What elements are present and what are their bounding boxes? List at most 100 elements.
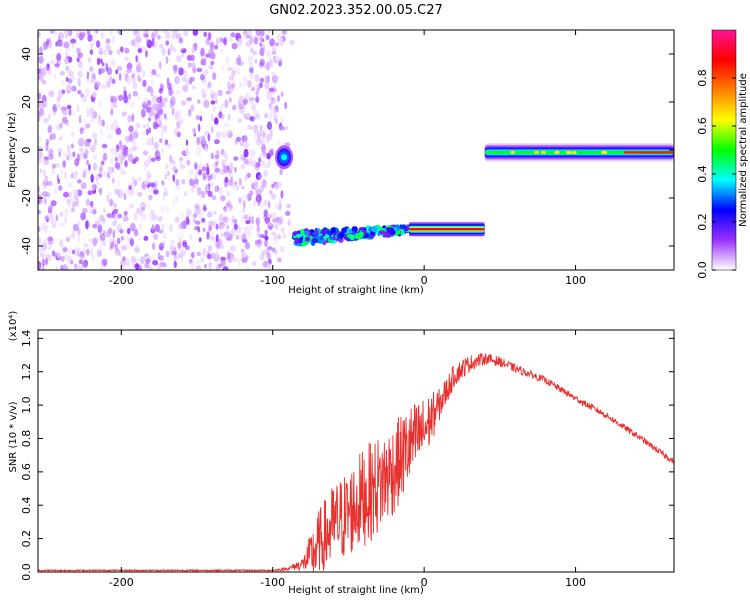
noise-dot xyxy=(266,75,270,83)
noise-dot xyxy=(148,117,152,122)
noise-dot xyxy=(45,192,51,198)
noise-dot xyxy=(154,180,159,189)
noise-dot xyxy=(207,81,212,88)
noise-dot xyxy=(253,132,258,140)
noise-dot xyxy=(96,40,101,48)
noise-dot xyxy=(158,87,163,94)
noise-dot xyxy=(86,71,90,80)
noise-dot xyxy=(45,138,50,145)
noise-dot xyxy=(106,78,110,84)
noise-dot xyxy=(68,56,73,63)
noise-dot xyxy=(190,261,195,270)
noise-dot xyxy=(46,181,51,186)
noise-dot xyxy=(79,251,85,258)
noise-dot xyxy=(266,221,273,227)
noise-dot xyxy=(170,159,176,166)
noise-dot xyxy=(273,234,278,242)
noise-dot xyxy=(206,231,210,240)
noise-dot xyxy=(215,265,220,270)
noise-dot xyxy=(254,124,259,130)
noise-dot xyxy=(261,179,267,188)
noise-dot xyxy=(66,235,72,241)
noise-dot xyxy=(277,95,280,102)
noise-dot xyxy=(58,151,61,157)
noise-dot xyxy=(247,80,252,88)
track-dot xyxy=(400,229,405,236)
noise-dot xyxy=(68,109,72,116)
noise-dot xyxy=(120,46,124,53)
noise-dot xyxy=(205,37,211,46)
noise-dot xyxy=(121,111,127,117)
track-dot xyxy=(378,230,386,235)
noise-dot xyxy=(263,131,267,138)
spectrogram-heatmap xyxy=(38,30,674,270)
noise-dot xyxy=(90,247,93,257)
noise-dot xyxy=(162,97,168,103)
noise-dot xyxy=(55,214,59,221)
noise-dot xyxy=(176,120,181,129)
noise-dot xyxy=(83,242,89,248)
noise-dot xyxy=(41,267,45,270)
noise-dot xyxy=(224,231,230,239)
noise-dot xyxy=(178,37,184,44)
y-tick-label: 0.2 xyxy=(20,530,33,548)
noise-dot xyxy=(224,176,229,183)
noise-dot xyxy=(161,223,165,230)
snr-frame xyxy=(37,329,675,573)
x-tick-label: 0 xyxy=(421,274,428,287)
noise-dot xyxy=(100,58,103,64)
noise-dot xyxy=(58,136,63,141)
noise-dot xyxy=(92,30,97,38)
noise-dot xyxy=(131,70,137,77)
noise-dot xyxy=(196,251,202,257)
noise-dot xyxy=(280,91,284,97)
noise-dot xyxy=(214,153,219,159)
noise-dot xyxy=(98,46,103,55)
noise-dot xyxy=(181,151,187,155)
noise-dot xyxy=(212,72,217,81)
noise-dot xyxy=(149,188,152,193)
noise-dot xyxy=(99,244,102,249)
zero-track-dot xyxy=(571,150,577,154)
noise-dot xyxy=(38,73,43,81)
noise-dot xyxy=(105,44,112,52)
noise-dot xyxy=(245,220,251,225)
noise-dot xyxy=(221,223,226,228)
noise-dot xyxy=(189,178,194,186)
y-tick-label: 40 xyxy=(20,47,33,61)
noise-dot xyxy=(68,194,74,204)
track-dot xyxy=(320,235,324,241)
noise-dot xyxy=(90,116,94,123)
zero-track-dot xyxy=(541,150,546,154)
noise-dot xyxy=(108,227,113,235)
noise-dot xyxy=(275,42,280,47)
noise-dot xyxy=(193,183,198,188)
noise-dot xyxy=(245,193,251,201)
noise-dot xyxy=(49,133,52,142)
noise-dot xyxy=(218,170,225,175)
noise-dot xyxy=(121,170,127,176)
noise-dot xyxy=(168,154,173,163)
track-dot xyxy=(339,231,345,239)
noise-dot xyxy=(76,104,80,113)
noise-dot xyxy=(110,242,115,249)
y-tick-label: -40 xyxy=(20,237,33,255)
noise-dot xyxy=(117,178,120,188)
noise-dot xyxy=(140,256,146,265)
noise-dot xyxy=(268,225,273,230)
noise-dot xyxy=(143,235,149,241)
zero-track-dot xyxy=(601,150,606,154)
noise-dot xyxy=(142,69,146,78)
noise-dot xyxy=(113,119,118,128)
noise-dot xyxy=(55,162,60,168)
noise-dot xyxy=(116,65,123,71)
noise-dot xyxy=(171,97,177,106)
noise-dot xyxy=(226,216,232,222)
track-dot xyxy=(369,234,375,238)
noise-dot xyxy=(110,95,114,104)
noise-dot xyxy=(163,103,166,109)
noise-dot xyxy=(98,100,101,108)
noise-dot xyxy=(107,133,110,142)
noise-dot xyxy=(197,123,201,132)
noise-dot xyxy=(250,155,254,163)
